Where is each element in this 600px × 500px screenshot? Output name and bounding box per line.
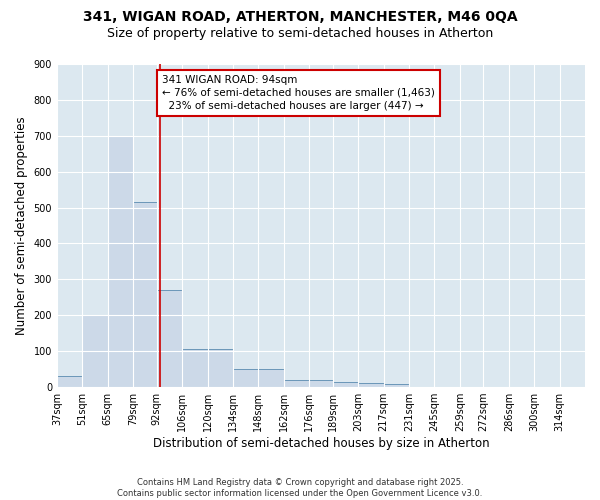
Bar: [309, 380, 333, 387]
Text: 341, WIGAN ROAD, ATHERTON, MANCHESTER, M46 0QA: 341, WIGAN ROAD, ATHERTON, MANCHESTER, M…: [83, 10, 517, 24]
Text: Size of property relative to semi-detached houses in Atherton: Size of property relative to semi-detach…: [107, 28, 493, 40]
Bar: [133, 202, 157, 387]
Bar: [82, 316, 108, 387]
Text: Contains HM Land Registry data © Crown copyright and database right 2025.
Contai: Contains HM Land Registry data © Crown c…: [118, 478, 482, 498]
Bar: [259, 369, 284, 387]
Bar: [182, 348, 208, 387]
Bar: [108, 136, 133, 387]
X-axis label: Distribution of semi-detached houses by size in Atherton: Distribution of semi-detached houses by …: [152, 437, 489, 450]
Bar: [57, 376, 82, 387]
Bar: [333, 382, 358, 387]
Bar: [157, 290, 182, 387]
Bar: [358, 384, 383, 387]
Bar: [208, 348, 233, 387]
Y-axis label: Number of semi-detached properties: Number of semi-detached properties: [15, 116, 28, 335]
Bar: [284, 380, 309, 387]
Bar: [233, 369, 259, 387]
Text: 341 WIGAN ROAD: 94sqm
← 76% of semi-detached houses are smaller (1,463)
  23% of: 341 WIGAN ROAD: 94sqm ← 76% of semi-deta…: [162, 75, 435, 111]
Bar: [383, 384, 409, 387]
